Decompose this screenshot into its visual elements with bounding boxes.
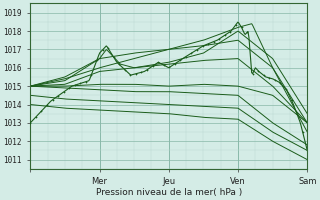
- X-axis label: Pression niveau de la mer( hPa ): Pression niveau de la mer( hPa ): [96, 188, 242, 197]
